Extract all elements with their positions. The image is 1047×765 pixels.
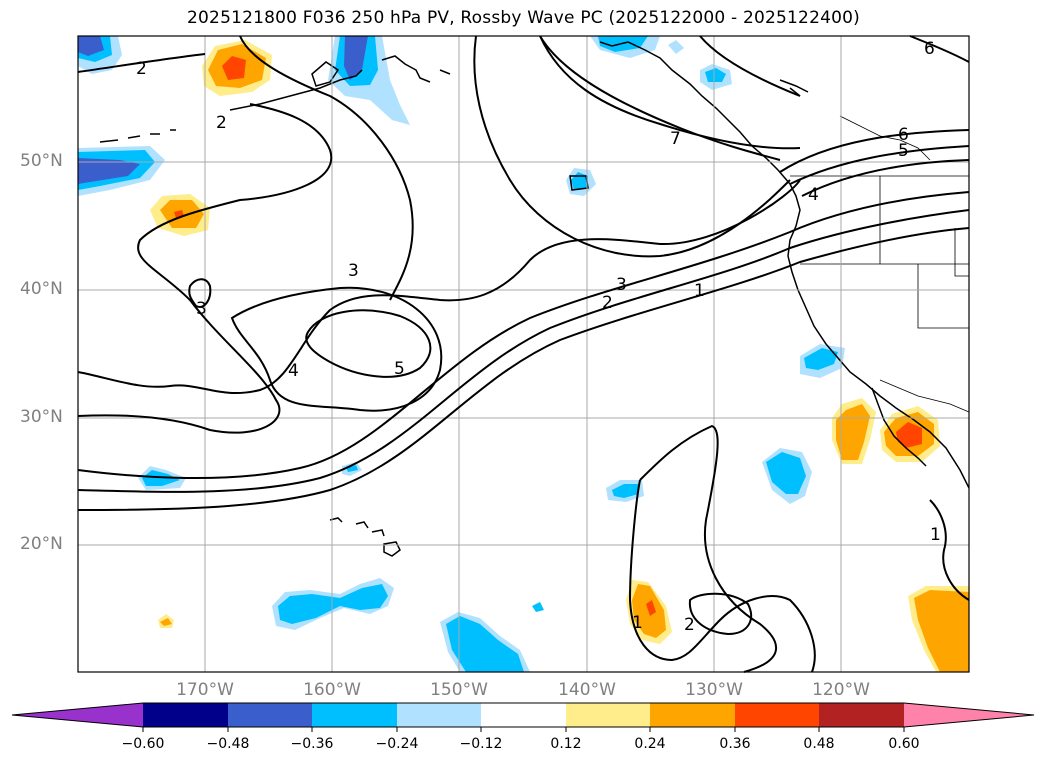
contour-label: 1 xyxy=(694,281,705,301)
lon-label: 160°W xyxy=(303,680,361,700)
pc-contours xyxy=(77,35,970,673)
contour-label: 1 xyxy=(930,525,941,545)
contour-label: 6 xyxy=(898,125,909,145)
contour-label: 7 xyxy=(670,129,681,149)
colorbar-tick-label: 0.60 xyxy=(888,736,920,752)
lon-label: 150°W xyxy=(430,680,488,700)
contour-label: 3 xyxy=(616,275,627,295)
colorbar-tick-label: −0.60 xyxy=(121,736,165,752)
lat-label: 40°N xyxy=(20,279,63,299)
contour-label: 5 xyxy=(394,359,405,379)
contour-label: 4 xyxy=(808,185,819,205)
contour-label: 4 xyxy=(288,361,299,381)
colorbar-tick-label: −0.48 xyxy=(206,736,250,752)
contour-label: 2 xyxy=(684,615,695,635)
contour-label: 1 xyxy=(632,613,643,633)
contour-label: 2 xyxy=(136,59,147,79)
lon-label: 170°W xyxy=(176,680,234,700)
contour-label: 2 xyxy=(216,113,227,133)
colorbar-tick-label: 0.36 xyxy=(719,736,751,752)
colorbar-tick-label: −0.36 xyxy=(290,736,334,752)
contour-label: 5 xyxy=(898,141,909,161)
colorbar-extend-low xyxy=(12,703,143,727)
lon-label: 120°W xyxy=(812,680,870,700)
contour-label: 2 xyxy=(602,293,613,313)
colorbar-tick-label: 0.24 xyxy=(634,736,666,752)
gridlines xyxy=(78,36,969,672)
colorbar-extend-high xyxy=(904,703,1034,727)
colorbar-tick-label: 0.48 xyxy=(803,736,835,752)
contour-label: 3 xyxy=(348,261,359,281)
contour-labels: 2 2 3 3 4 5 3 2 1 7 6 5 4 6 1 2 1 xyxy=(136,39,941,635)
lat-label: 50°N xyxy=(20,151,63,171)
lat-label: 20°N xyxy=(20,534,63,554)
lon-label: 140°W xyxy=(558,680,616,700)
colorbar-tick-label: −0.12 xyxy=(459,736,503,752)
figure-title: 2025121800 F036 250 hPa PV, Rossby Wave … xyxy=(187,8,860,28)
colorbar-tick-label: 0.12 xyxy=(550,736,582,752)
colorbar-tick-label: −0.24 xyxy=(375,736,419,752)
lon-label: 130°W xyxy=(685,680,743,700)
borders xyxy=(790,115,970,413)
pv-anomaly-fills xyxy=(78,36,969,672)
plot-border xyxy=(77,35,970,673)
lat-label: 30°N xyxy=(20,407,63,427)
contour-label: 3 xyxy=(196,299,207,319)
hawaii-islands xyxy=(329,517,401,557)
contour-label: 6 xyxy=(924,39,935,59)
colorbar xyxy=(11,702,1035,732)
